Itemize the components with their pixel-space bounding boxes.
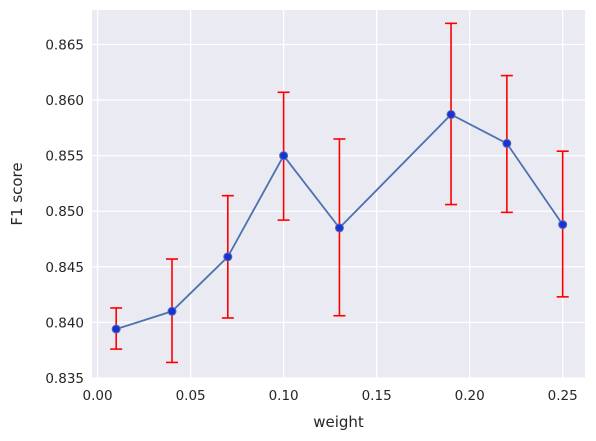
y-tick-labels: 0.835 0.840 0.845 0.850 0.855 0.860 0.865 [45, 37, 84, 387]
plot-area [92, 10, 585, 378]
y-tick-label: 0.865 [45, 37, 84, 53]
series-line-group [115, 113, 564, 330]
y-tick-label: 0.835 [45, 371, 84, 387]
x-tick-label: 0.00 [83, 388, 113, 404]
y-tick-label: 0.860 [45, 93, 84, 109]
data-point [167, 306, 177, 316]
data-point [111, 324, 121, 334]
x-axis-label: weight [313, 413, 364, 431]
x-tick-label: 0.20 [455, 388, 485, 404]
x-tick-label: 0.25 [548, 388, 578, 404]
data-point [223, 252, 233, 262]
data-point [446, 110, 456, 120]
data-point [334, 223, 344, 233]
x-tick-label: 0.10 [269, 388, 299, 404]
y-tick-label: 0.855 [45, 149, 84, 165]
x-tick-labels: 0.00 0.05 0.10 0.15 0.20 0.25 [83, 388, 578, 404]
y-axis-label: F1 score [8, 162, 26, 225]
data-point [558, 220, 568, 230]
y-tick-label: 0.845 [45, 260, 84, 276]
series-line [115, 113, 564, 330]
x-tick-label: 0.05 [176, 388, 206, 404]
y-tick-label: 0.840 [45, 315, 84, 331]
x-tick-label: 0.15 [362, 388, 392, 404]
data-point [279, 151, 289, 161]
data-point [502, 138, 512, 148]
y-tick-label: 0.850 [45, 204, 84, 220]
markers [111, 110, 568, 334]
